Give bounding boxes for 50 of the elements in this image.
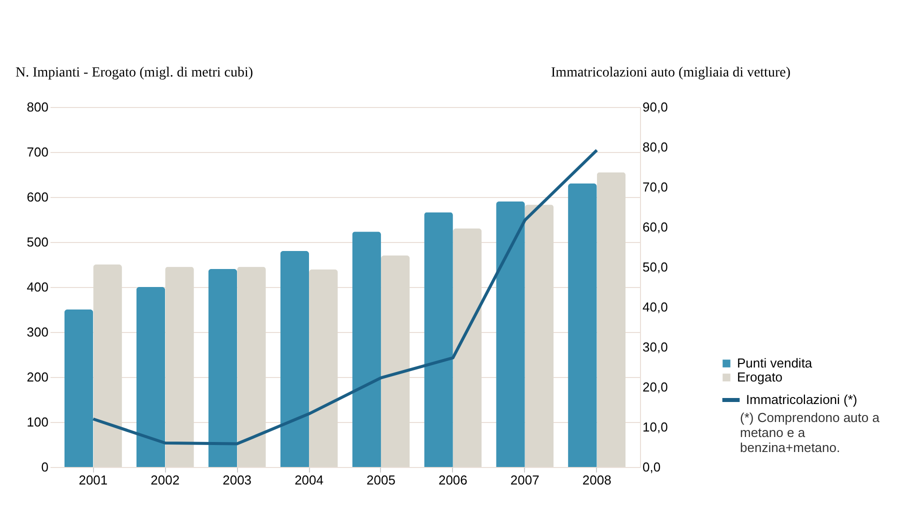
- legend-label: Punti vendita: [737, 356, 813, 370]
- y-tick-label: 500: [26, 234, 48, 250]
- y-tick-label: 200: [26, 370, 48, 384]
- bar: [352, 232, 381, 467]
- bar: [524, 204, 554, 467]
- legend-label: Immatricolazioni (*): [746, 392, 858, 407]
- y-tick-label: 600: [26, 190, 48, 204]
- bar: [424, 212, 453, 467]
- y2-axis-title: Immatricolazioni auto (migliaia di vetture): [551, 66, 791, 80]
- x-tick-label: 2002: [150, 472, 180, 488]
- y2-tick-label: 10,0: [642, 420, 668, 434]
- x-tick-label: 2005: [366, 472, 396, 488]
- x-tick-label: 2001: [78, 472, 108, 488]
- legend-label: Erogato: [737, 370, 783, 384]
- bar: [568, 184, 597, 467]
- text: (*) Comprendono auto a metano e a benzina+metano.: [740, 410, 880, 455]
- y2-tick-label: 0,0: [642, 460, 661, 474]
- bar: [596, 172, 626, 467]
- bar: [208, 269, 238, 467]
- bar: [309, 269, 338, 467]
- bar: [93, 264, 122, 467]
- y2-tick-label: 30,0: [642, 340, 668, 354]
- y2-tick-label: 80,0: [642, 140, 668, 154]
- bar: [237, 266, 266, 467]
- y-tick-label: 400: [26, 280, 48, 294]
- y-tick-label: 100: [26, 414, 48, 430]
- y2-tick-label: 60,0: [642, 220, 668, 234]
- y2-tick-label: 50,0: [642, 260, 668, 274]
- y2-tick-label: 20,0: [642, 380, 668, 394]
- x-tick-label: 2006: [438, 472, 468, 488]
- x-tick-label: 2008: [582, 472, 612, 488]
- bar: [380, 256, 410, 467]
- y-tick-label: 0: [41, 460, 48, 474]
- y2-tick-label: 40,0: [642, 300, 668, 314]
- bar: [452, 228, 482, 467]
- y-tick-label: 800: [26, 100, 48, 114]
- x-tick-label: 2007: [510, 472, 540, 488]
- bar: [136, 287, 166, 467]
- x-tick-label: 2003: [222, 472, 252, 488]
- x-tick-label: 2004: [294, 472, 324, 488]
- line-series: [92, 148, 598, 446]
- bar: [165, 266, 194, 467]
- bar: [64, 310, 94, 467]
- y-tick-label: 300: [26, 324, 48, 340]
- bar: [496, 202, 525, 467]
- y-tick-label: 700: [26, 144, 48, 160]
- y2-tick-label: 70,0: [642, 180, 668, 194]
- y-axis-title: N. Impianti - Erogato (migl. di metri cubi): [16, 66, 254, 80]
- y2-tick-label: 90,0: [642, 100, 668, 114]
- bar: [280, 251, 310, 467]
